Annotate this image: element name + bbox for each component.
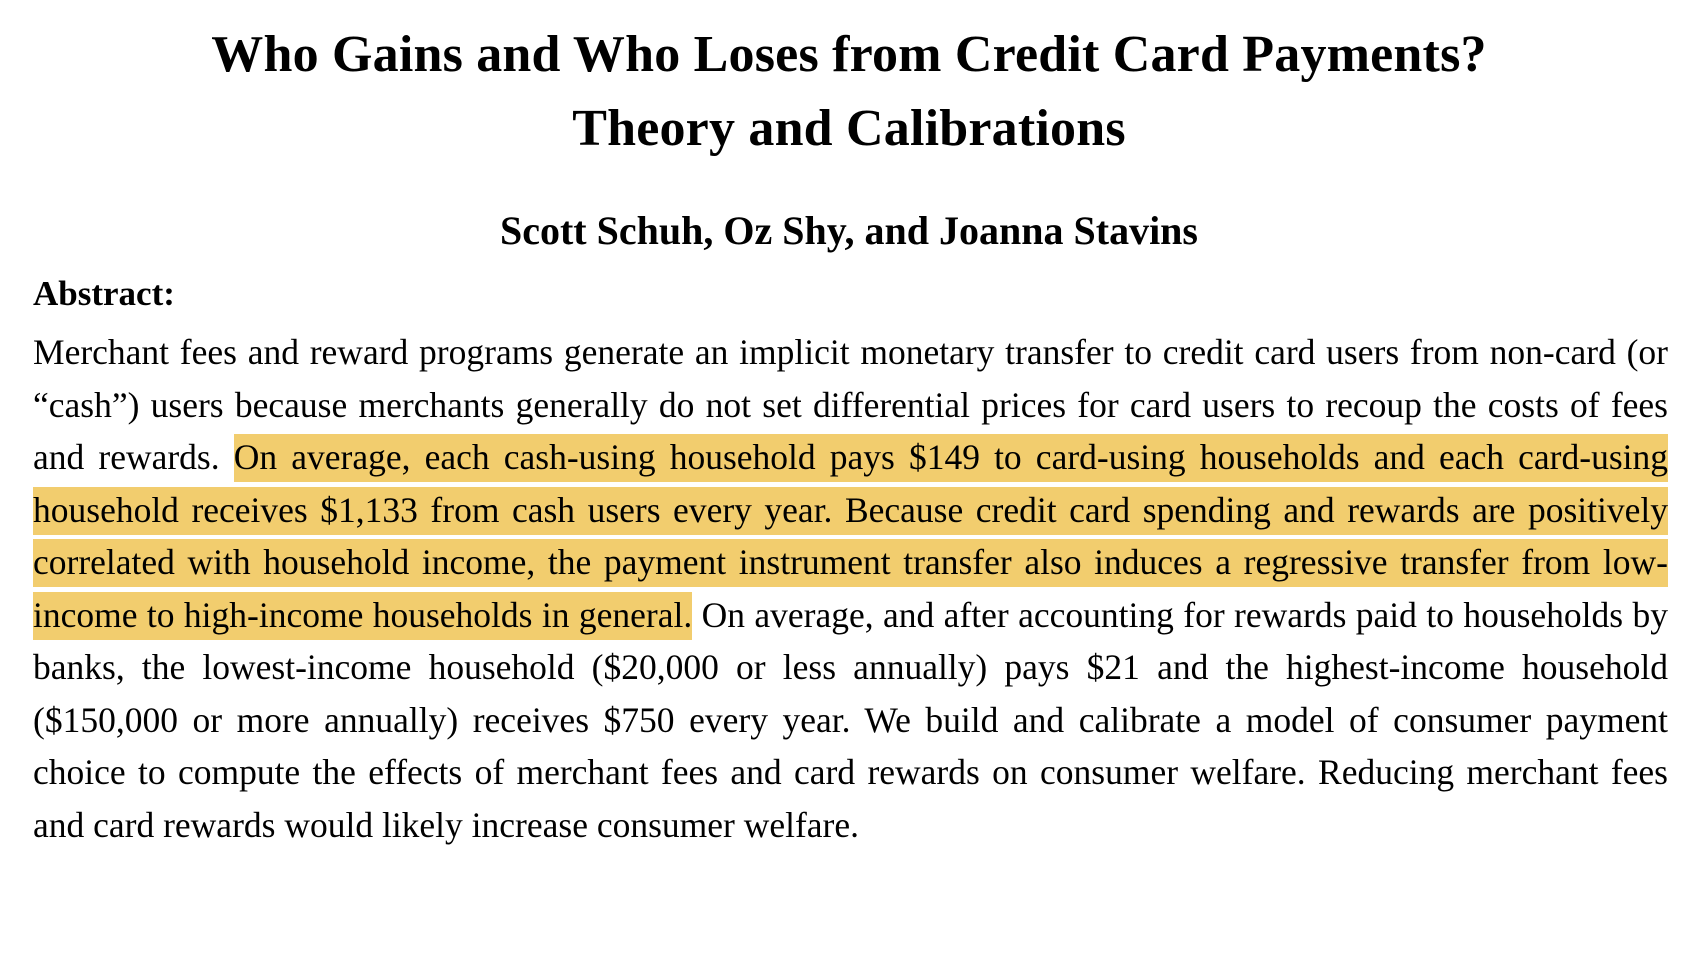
title-line-2: Theory and Calibrations xyxy=(572,100,1126,157)
paper-title: Who Gains and Who Loses from Credit Card… xyxy=(0,18,1698,166)
abstract-heading: Abstract: xyxy=(33,274,175,313)
abstract-text-before-highlight: Merchant fees and reward programs genera… xyxy=(33,332,1668,477)
author-list: Scott Schuh, Oz Shy, and Joanna Stavins xyxy=(499,208,1198,253)
title-line-1: Who Gains and Who Loses from Credit Card… xyxy=(211,26,1487,83)
abstract-text-after-highlight: On average, and after accounting for rew… xyxy=(33,594,1668,845)
abstract-text: Merchant fees and reward programs genera… xyxy=(33,326,1668,851)
